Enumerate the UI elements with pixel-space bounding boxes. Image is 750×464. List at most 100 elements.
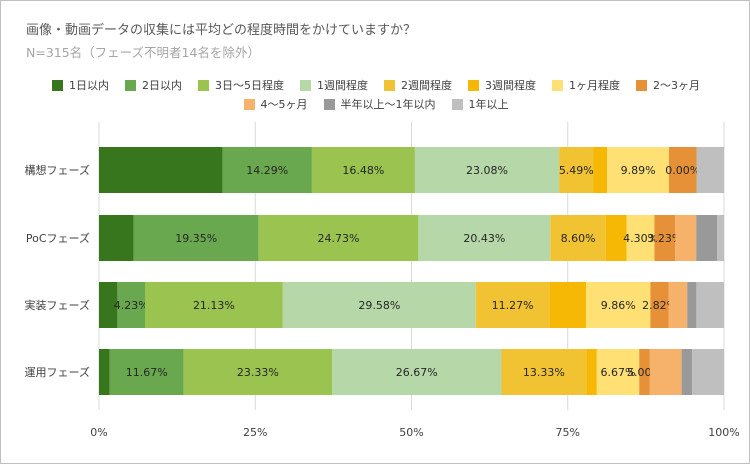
bar-segment xyxy=(668,282,688,328)
data-label: 3.23% xyxy=(647,232,682,245)
bar-segment xyxy=(99,282,118,328)
legend-item: 1週間程度 xyxy=(300,77,368,93)
bar-segment xyxy=(692,349,724,395)
data-label: 11.27% xyxy=(492,299,534,312)
legend-item: 4〜5ヶ月 xyxy=(243,96,308,112)
bar-segment xyxy=(650,282,669,328)
legend-item: 1ヶ月程度 xyxy=(552,77,620,93)
legend-label: 2〜3ヶ月 xyxy=(653,79,700,92)
bar-segment xyxy=(696,282,724,328)
data-label: 0.00% xyxy=(665,164,700,177)
y-category-label: 実装フェーズ xyxy=(25,298,90,312)
bar-segment xyxy=(593,147,608,193)
bar-segment xyxy=(144,282,283,328)
data-label: 4.23% xyxy=(114,299,149,312)
bar-segment xyxy=(687,282,697,328)
legend-item: 2日以内 xyxy=(125,77,182,93)
legend-swatch xyxy=(552,79,563,91)
data-label: 6.67% xyxy=(601,366,636,379)
bar-segment xyxy=(550,215,606,261)
bar-segment xyxy=(681,349,693,395)
bar-segment xyxy=(414,147,560,193)
data-label: 24.73% xyxy=(318,232,360,245)
bar-segment xyxy=(675,215,697,261)
legend-swatch xyxy=(198,79,209,91)
legend-row-1: 1日以内 2日以内 3日〜5日程度 1週間程度 2週間程度 3週間程度 1ヶ月程度 2〜3ヶ月 xyxy=(1,77,750,93)
bar-segment xyxy=(605,215,627,261)
legend-label: 半年以上〜1年以内 xyxy=(340,98,436,111)
x-tick-label: 25% xyxy=(243,426,267,439)
data-label: 9.89% xyxy=(621,164,656,177)
legend-swatch xyxy=(125,79,136,91)
data-label: 14.29% xyxy=(246,164,288,177)
data-label: 19.35% xyxy=(175,232,217,245)
x-tick-label: 75% xyxy=(556,426,580,439)
bar-segment xyxy=(99,215,134,261)
data-label: 23.33% xyxy=(237,366,279,379)
bar-segment xyxy=(717,215,724,261)
legend-label: 3週間程度 xyxy=(485,79,536,92)
bar-segment xyxy=(654,215,676,261)
bar-segment xyxy=(596,349,640,395)
data-label: 8.60% xyxy=(561,232,596,245)
bar-segment xyxy=(99,147,223,193)
legend-label: 1年以上 xyxy=(468,98,509,111)
legend-label: 2日以内 xyxy=(142,79,182,92)
legend-label: 1日以内 xyxy=(69,79,109,92)
bar-segment xyxy=(559,147,594,193)
legend-item: 半年以上〜1年以内 xyxy=(323,96,436,112)
legend-label: 1ヶ月程度 xyxy=(569,79,620,92)
y-category-label: 運用フェーズ xyxy=(25,365,90,379)
bar-segment xyxy=(282,282,476,328)
bar-segment xyxy=(696,147,724,193)
bar-segment xyxy=(109,349,184,395)
bar-segment xyxy=(639,349,650,395)
y-category-label: 構想フェーズ xyxy=(25,163,90,177)
legend-item: 2週間程度 xyxy=(384,77,452,93)
bar-segment xyxy=(183,349,333,395)
x-tick-label: 0% xyxy=(90,426,107,439)
legend-swatch xyxy=(243,98,255,110)
legend-item: 2〜3ヶ月 xyxy=(636,77,700,93)
bar-segment xyxy=(607,147,670,193)
data-label: 16.48% xyxy=(342,164,384,177)
bar-segment xyxy=(99,349,110,395)
data-label: 20.43% xyxy=(463,232,505,245)
data-label: 11.67% xyxy=(126,366,168,379)
legend-swatch xyxy=(384,79,395,91)
legend-item: 1日以内 xyxy=(52,77,109,93)
legend-swatch xyxy=(52,79,63,91)
bar-segment xyxy=(418,215,551,261)
x-tick-label: 100% xyxy=(708,426,739,439)
bar-segment xyxy=(649,349,682,395)
legend-swatch xyxy=(323,98,335,110)
legend-item: 3日〜5日程度 xyxy=(198,77,284,93)
legend-label: 2週間程度 xyxy=(401,79,452,92)
legend-swatch xyxy=(451,98,463,110)
x-tick-label: 50% xyxy=(399,426,423,439)
bar-segment xyxy=(586,282,651,328)
legend-swatch xyxy=(468,79,479,91)
legend-label: 3日〜5日程度 xyxy=(215,79,284,92)
data-label: 2.82% xyxy=(642,299,677,312)
legend-item: 1年以上 xyxy=(451,96,509,112)
legend-row-2: 4〜5ヶ月 半年以上〜1年以内 1年以上 xyxy=(1,96,750,112)
bar-segment xyxy=(258,215,419,261)
bar-segment xyxy=(626,215,655,261)
legend-swatch xyxy=(300,79,311,91)
data-label: 9.86% xyxy=(601,299,636,312)
bar-segment xyxy=(332,349,502,395)
bar-segment xyxy=(133,215,259,261)
legend-label: 1週間程度 xyxy=(317,79,368,92)
data-label: 4.30% xyxy=(623,232,658,245)
data-label: 23.08% xyxy=(466,164,508,177)
chart-title: 画像・動画データの収集には平均どの程度時間をかけていますか？ xyxy=(26,23,417,38)
legend-label: 4〜5ヶ月 xyxy=(260,98,308,111)
data-label: 29.58% xyxy=(358,299,400,312)
bar-segment xyxy=(475,282,550,328)
bar-segment xyxy=(501,349,587,395)
legend-swatch xyxy=(636,79,647,91)
legend-item: 3週間程度 xyxy=(468,77,536,93)
